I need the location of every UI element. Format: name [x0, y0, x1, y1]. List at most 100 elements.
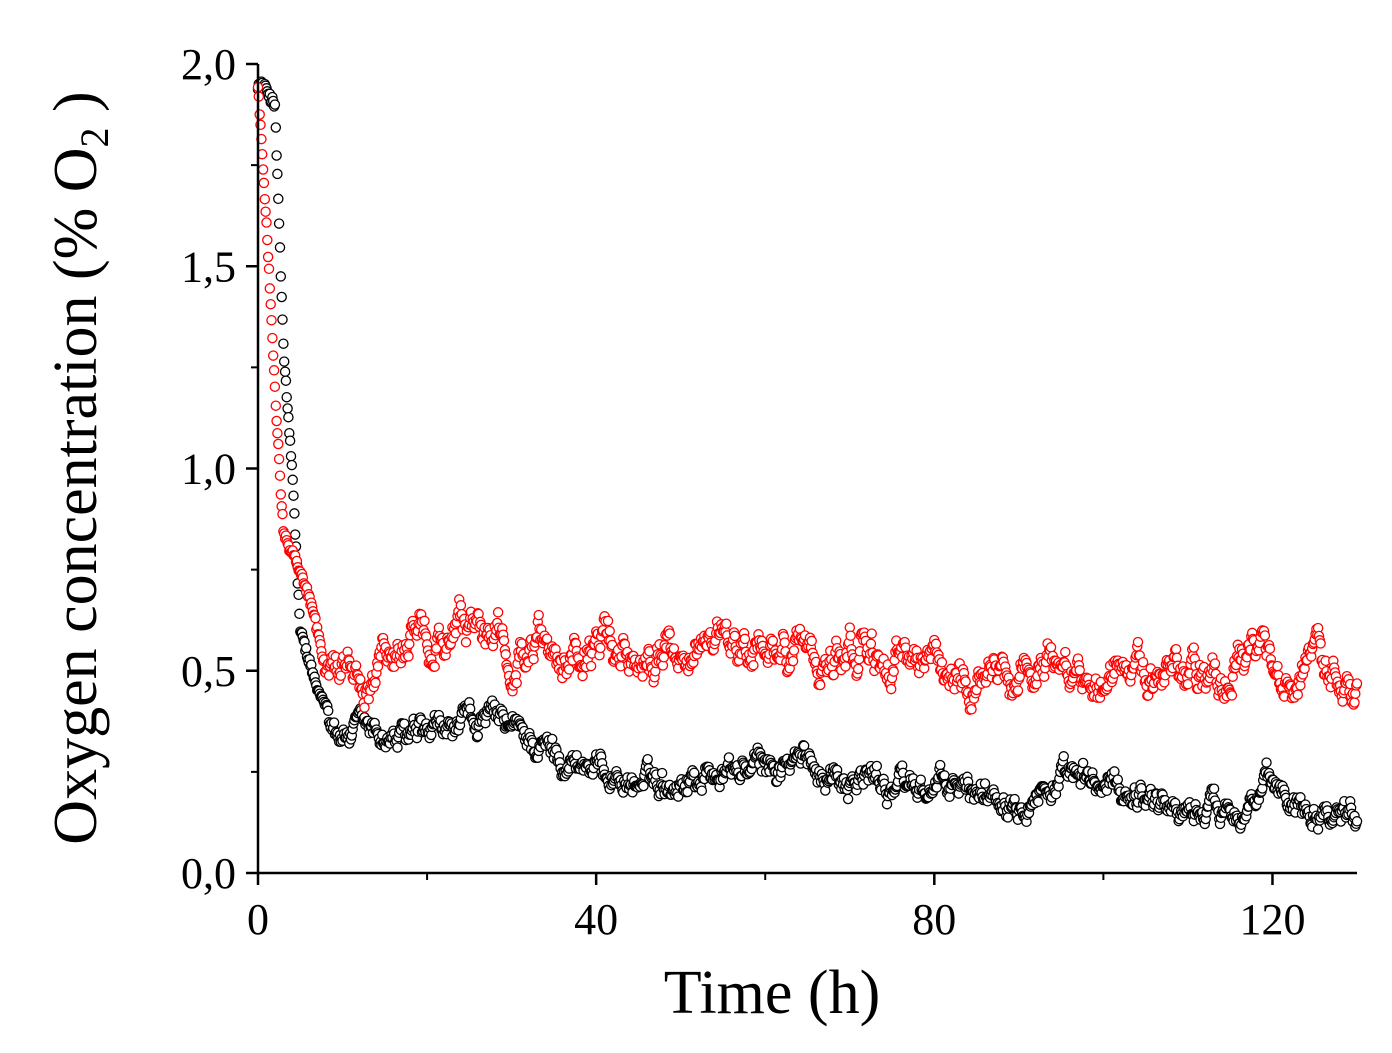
x-tick-label: 80 — [912, 895, 956, 944]
data-point — [392, 742, 403, 753]
data-point — [276, 291, 287, 303]
data-point — [1264, 643, 1276, 654]
y-tick-label: 0,5 — [181, 647, 236, 696]
x-tick-label: 120 — [1239, 895, 1305, 944]
data-point — [498, 635, 510, 646]
data-point — [455, 600, 467, 611]
data-point — [528, 653, 539, 665]
data-point — [1002, 812, 1014, 823]
data-point — [1337, 696, 1348, 707]
data-point — [269, 99, 281, 110]
data-point — [842, 793, 854, 805]
x-tick-label: 0 — [247, 895, 269, 944]
data-point — [721, 618, 732, 629]
data-point — [273, 193, 284, 205]
data-point — [372, 661, 384, 672]
data-point — [492, 607, 504, 618]
data-point — [310, 612, 321, 624]
data-point — [533, 609, 544, 621]
data-point — [280, 375, 292, 386]
data-point — [1227, 671, 1238, 682]
data-point — [273, 218, 285, 229]
data-point — [1226, 690, 1238, 701]
data-point — [1351, 816, 1363, 827]
data-point — [828, 669, 839, 681]
data-point — [265, 298, 276, 310]
data-point — [264, 283, 276, 294]
data-point — [269, 381, 281, 392]
data-point — [1209, 658, 1221, 669]
ticks — [246, 62, 1274, 885]
data-point — [271, 150, 282, 161]
data-point — [285, 450, 297, 462]
data-point — [1132, 636, 1144, 648]
y-tick-label: 0,0 — [181, 849, 236, 898]
series-red — [252, 81, 1363, 715]
data-point — [275, 271, 287, 282]
data-point — [1312, 824, 1324, 835]
data-point — [335, 670, 347, 681]
data-point — [279, 366, 291, 377]
data-point — [1038, 671, 1050, 682]
data-point — [277, 508, 288, 520]
data-point — [767, 635, 779, 647]
data-point — [288, 490, 299, 501]
y-tick-label: 1,0 — [181, 445, 236, 494]
data-point — [281, 391, 292, 403]
data-point — [460, 637, 472, 648]
data-point — [1058, 751, 1069, 762]
series-black — [252, 76, 1363, 835]
data-point — [431, 643, 442, 654]
data-point — [1261, 757, 1272, 768]
data-point — [788, 645, 800, 656]
data-point — [571, 749, 582, 761]
data-point — [885, 683, 897, 695]
y-axis-title: Oxygen concentration (% O2 ) — [42, 91, 117, 844]
data-point — [355, 674, 366, 685]
data-point — [1349, 697, 1360, 708]
data-point — [845, 630, 856, 641]
data-point — [267, 332, 278, 344]
data-point — [419, 615, 430, 627]
data-point — [283, 411, 294, 423]
data-points — [252, 76, 1363, 835]
tick-labels: 0 40 80 120 0,0 0,5 1,0 1,5 2,0 — [181, 40, 1305, 944]
y-axis-title-subscript: 2 — [72, 127, 117, 147]
data-point — [263, 263, 275, 275]
data-point — [259, 193, 271, 205]
data-point — [664, 628, 675, 639]
data-point — [637, 671, 648, 682]
data-point — [273, 438, 284, 450]
data-point — [688, 767, 700, 779]
data-point — [1272, 660, 1283, 672]
data-point — [563, 664, 575, 675]
data-point — [806, 635, 817, 647]
data-point — [286, 459, 298, 471]
data-point — [289, 529, 301, 540]
data-point — [960, 676, 971, 687]
y-tick-label: 2,0 — [181, 40, 236, 89]
data-point — [723, 752, 735, 763]
data-point — [602, 615, 614, 627]
data-point — [930, 638, 942, 650]
data-point — [840, 661, 851, 672]
data-point — [1182, 678, 1194, 690]
data-point — [257, 164, 269, 175]
data-point — [278, 338, 289, 349]
data-point — [642, 753, 653, 765]
data-point — [258, 177, 270, 189]
data-point — [262, 234, 273, 246]
data-point — [322, 705, 334, 717]
data-point — [915, 774, 927, 785]
data-point — [1188, 642, 1200, 653]
data-point — [729, 630, 741, 642]
data-point — [739, 633, 751, 645]
y-axis-title-main: Oxygen concentration (% O — [42, 147, 110, 844]
y-tick-label: 1,5 — [181, 242, 236, 291]
data-point — [500, 649, 511, 660]
data-point — [268, 365, 280, 376]
data-point — [359, 702, 370, 713]
data-point — [638, 780, 649, 792]
data-point — [787, 655, 799, 667]
